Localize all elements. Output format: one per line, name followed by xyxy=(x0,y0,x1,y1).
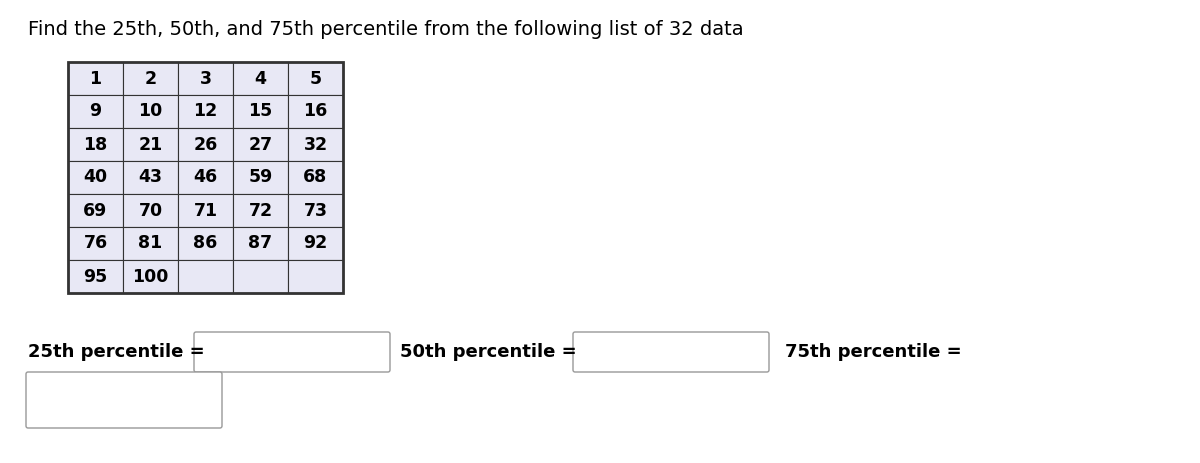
Bar xyxy=(68,161,124,194)
Text: 3: 3 xyxy=(199,69,211,88)
Bar xyxy=(124,161,178,194)
Text: 40: 40 xyxy=(84,169,108,187)
FancyBboxPatch shape xyxy=(574,332,769,372)
Text: 27: 27 xyxy=(248,136,272,154)
Text: 16: 16 xyxy=(304,102,328,120)
Text: 86: 86 xyxy=(193,234,217,252)
Text: 92: 92 xyxy=(304,234,328,252)
Text: 72: 72 xyxy=(248,201,272,219)
Bar xyxy=(288,194,343,227)
Text: 15: 15 xyxy=(248,102,272,120)
Bar xyxy=(178,161,233,194)
Text: 18: 18 xyxy=(83,136,108,154)
Text: 10: 10 xyxy=(138,102,163,120)
Text: 12: 12 xyxy=(193,102,217,120)
Bar xyxy=(124,95,178,128)
Bar xyxy=(233,62,288,95)
Bar xyxy=(178,62,233,95)
Bar xyxy=(68,62,124,95)
Text: 70: 70 xyxy=(138,201,162,219)
Text: 69: 69 xyxy=(83,201,108,219)
Bar xyxy=(124,227,178,260)
Text: 43: 43 xyxy=(138,169,162,187)
Bar xyxy=(233,260,288,293)
Text: 81: 81 xyxy=(138,234,163,252)
Bar xyxy=(124,260,178,293)
Text: 46: 46 xyxy=(193,169,217,187)
Text: 25th percentile =: 25th percentile = xyxy=(28,343,205,361)
Text: 100: 100 xyxy=(132,268,169,286)
Bar xyxy=(178,260,233,293)
Bar xyxy=(233,128,288,161)
FancyBboxPatch shape xyxy=(26,372,222,428)
Text: 2: 2 xyxy=(144,69,156,88)
Bar xyxy=(233,161,288,194)
Bar xyxy=(124,62,178,95)
Text: 5: 5 xyxy=(310,69,322,88)
Text: 26: 26 xyxy=(193,136,217,154)
Text: 75th percentile =: 75th percentile = xyxy=(785,343,961,361)
Bar xyxy=(233,227,288,260)
Bar xyxy=(288,227,343,260)
Bar xyxy=(68,227,124,260)
Bar xyxy=(68,194,124,227)
Bar xyxy=(233,95,288,128)
Bar xyxy=(68,95,124,128)
Text: 95: 95 xyxy=(83,268,108,286)
Bar xyxy=(178,128,233,161)
Bar xyxy=(178,95,233,128)
Text: 21: 21 xyxy=(138,136,163,154)
Bar xyxy=(68,260,124,293)
Bar xyxy=(124,194,178,227)
Bar xyxy=(68,62,343,293)
Bar xyxy=(233,194,288,227)
Bar xyxy=(178,194,233,227)
Text: 87: 87 xyxy=(248,234,272,252)
Text: 4: 4 xyxy=(254,69,266,88)
Text: 59: 59 xyxy=(248,169,272,187)
Text: 32: 32 xyxy=(304,136,328,154)
Text: 1: 1 xyxy=(90,69,102,88)
Text: 71: 71 xyxy=(193,201,217,219)
Bar xyxy=(288,128,343,161)
FancyBboxPatch shape xyxy=(194,332,390,372)
Bar xyxy=(124,128,178,161)
Bar xyxy=(288,62,343,95)
Bar xyxy=(288,260,343,293)
Bar xyxy=(288,161,343,194)
Bar xyxy=(68,128,124,161)
Text: 68: 68 xyxy=(304,169,328,187)
Bar xyxy=(288,95,343,128)
Text: 9: 9 xyxy=(90,102,102,120)
Text: 76: 76 xyxy=(84,234,108,252)
Text: 73: 73 xyxy=(304,201,328,219)
Text: Find the 25th, 50th, and 75th percentile from the following list of 32 data: Find the 25th, 50th, and 75th percentile… xyxy=(28,20,744,39)
Text: 50th percentile =: 50th percentile = xyxy=(400,343,577,361)
Bar xyxy=(178,227,233,260)
